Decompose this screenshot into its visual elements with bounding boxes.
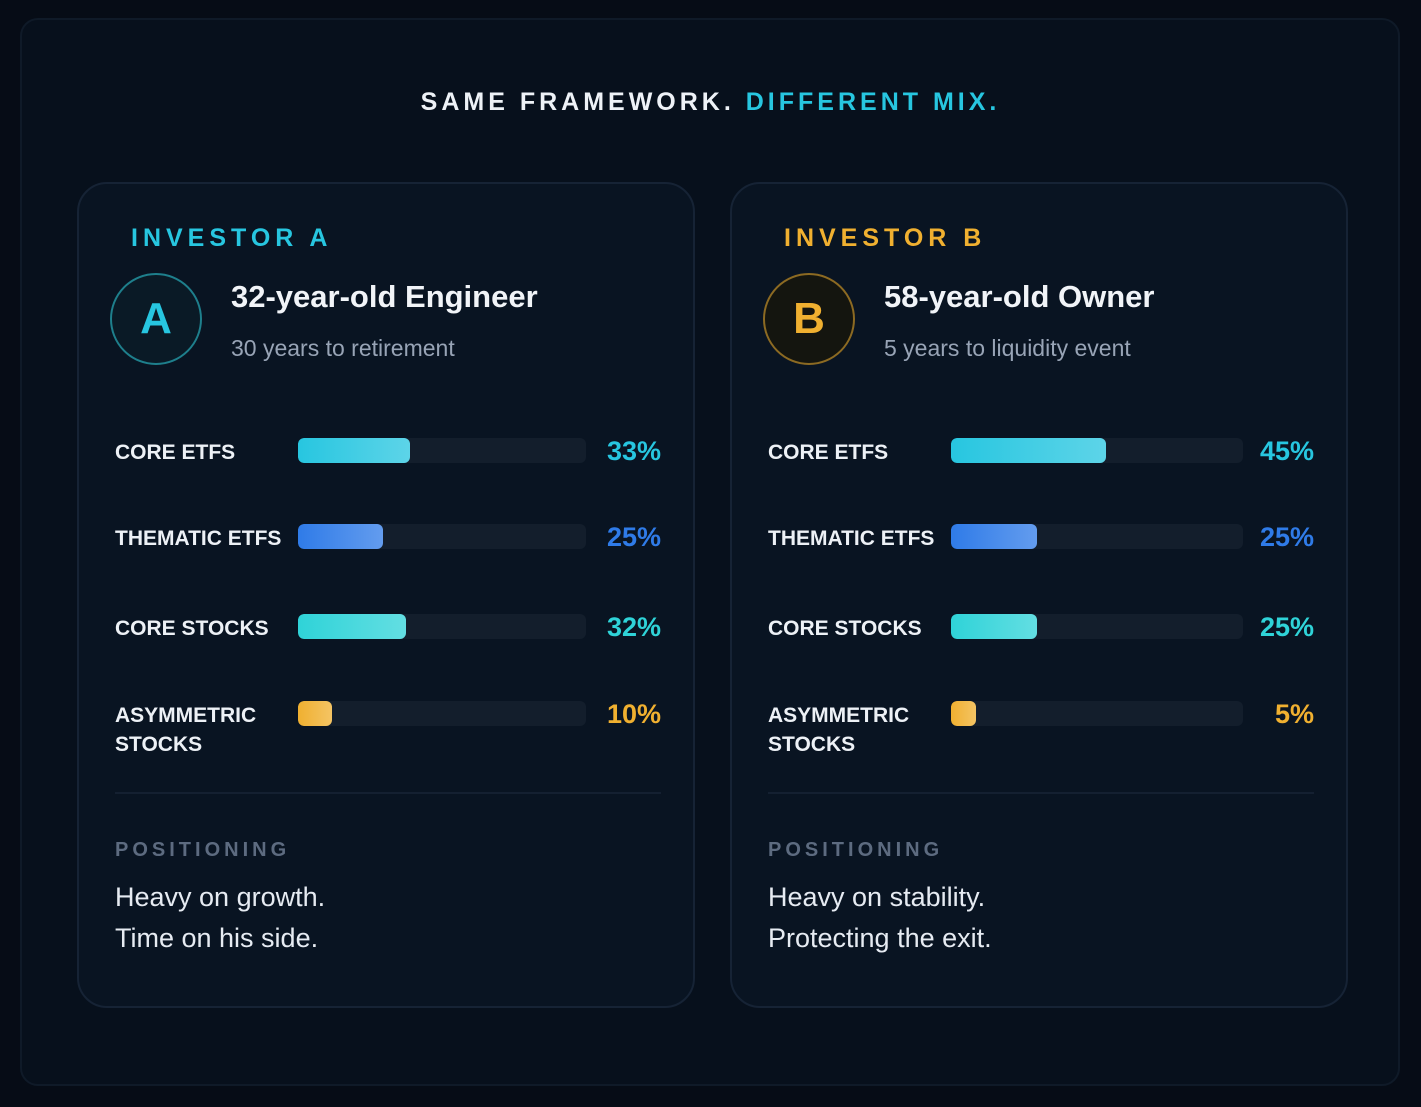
allocation-bar [951,701,976,726]
allocation-label: ASYMMETRIC STOCKS [768,704,910,756]
allocation-row-core-stocks: CORE STOCKS 32% [115,612,661,674]
allocation-value: 32% [606,612,661,642]
allocation-bar [298,438,410,463]
allocation-track [951,524,1243,549]
investor-subtitle: 5 years to liquidity event [884,335,1131,361]
allocation-bar [951,438,1106,463]
investor-badge-a: A [110,273,202,365]
allocation-value: 33% [606,436,661,466]
allocation-label: CORE STOCKS [768,617,922,640]
headline-part2: DIFFERENT MIX. [745,88,1001,116]
allocation-value: 25% [1259,522,1314,552]
allocation-value: 5% [1274,699,1314,729]
divider [115,792,661,794]
positioning-line: Time on his side. [115,923,319,953]
investor-badge-b: B [763,273,855,365]
investor-label: INVESTOR B [784,224,987,252]
allocation-track [298,614,586,639]
investor-card-b: INVESTOR B B 58-year-old Owner 5 years t… [730,182,1348,1008]
allocation-label: ASYMMETRIC STOCKS [115,704,257,756]
positioning-line: Heavy on stability. [768,882,986,912]
allocation-value: 45% [1259,436,1314,466]
positioning-line: Heavy on growth. [115,882,326,912]
allocation-row-core-stocks: CORE STOCKS 25% [768,612,1314,674]
allocation-label: THEMATIC ETFS [115,527,282,550]
investor-label: INVESTOR A [131,224,333,252]
allocation-value: 10% [606,699,661,729]
divider [768,792,1314,794]
positioning-label: POSITIONING [115,839,291,861]
investor-card-a: INVESTOR A A 32-year-old Engineer 30 yea… [77,182,695,1008]
allocation-track [298,701,586,726]
allocation-value: 25% [606,522,661,552]
headline: SAME FRAMEWORK. DIFFERENT MIX. [0,88,1421,117]
allocation-bar [951,614,1037,639]
allocation-row-core-etfs: CORE ETFS 45% [768,436,1314,498]
allocation-row-thematic-etfs: THEMATIC ETFS 25% [768,522,1314,584]
allocation-row-asymmetric-stocks: ASYMMETRIC STOCKS 5% [768,699,1314,761]
allocation-track [298,438,586,463]
allocation-bar [951,524,1037,549]
allocation-row-core-etfs: CORE ETFS 33% [115,436,661,498]
allocation-track [951,614,1243,639]
allocation-label: THEMATIC ETFS [768,527,935,550]
allocation-label: CORE ETFS [768,441,889,464]
allocation-track [298,524,586,549]
positioning-label: POSITIONING [768,839,944,861]
allocation-bar [298,614,406,639]
allocation-row-thematic-etfs: THEMATIC ETFS 25% [115,522,661,584]
investor-subtitle: 30 years to retirement [231,335,455,361]
allocation-label: CORE ETFS [115,441,236,464]
allocation-bar [298,701,332,726]
allocation-value: 25% [1259,612,1314,642]
allocation-row-asymmetric-stocks: ASYMMETRIC STOCKS 10% [115,699,661,761]
allocation-bar [298,524,383,549]
allocation-track [951,701,1243,726]
headline-part1: SAME FRAMEWORK. [420,88,735,116]
investor-title: 58-year-old Owner [884,279,1155,314]
allocation-label: CORE STOCKS [115,617,269,640]
investor-title: 32-year-old Engineer [231,279,538,314]
positioning-line: Protecting the exit. [768,923,992,953]
allocation-track [951,438,1243,463]
